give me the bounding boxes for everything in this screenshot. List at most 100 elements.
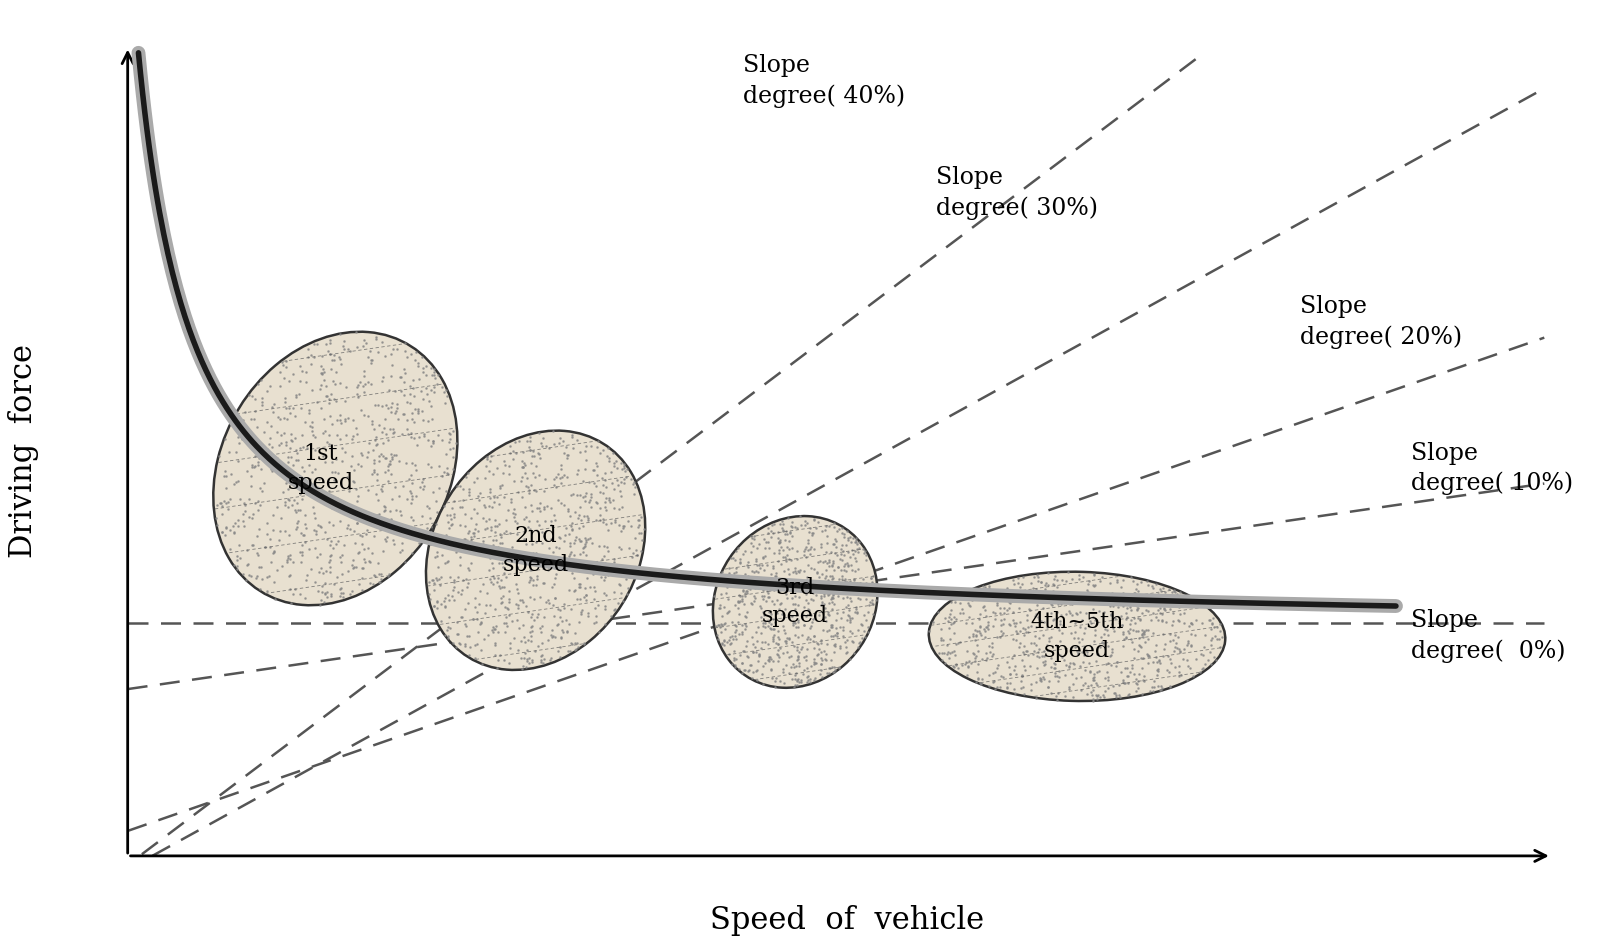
Point bbox=[522, 545, 548, 560]
Point bbox=[396, 471, 421, 486]
Point bbox=[387, 370, 413, 385]
Point bbox=[562, 635, 588, 650]
Point bbox=[1052, 667, 1078, 682]
Point bbox=[720, 656, 746, 671]
Point bbox=[799, 526, 825, 541]
Point bbox=[1012, 663, 1037, 678]
Point bbox=[488, 591, 514, 606]
Point bbox=[973, 602, 999, 617]
Point bbox=[799, 526, 825, 541]
Point bbox=[733, 663, 759, 678]
Point bbox=[1094, 670, 1120, 685]
Point bbox=[823, 629, 849, 644]
Point bbox=[815, 666, 841, 681]
Point bbox=[1094, 665, 1120, 680]
Point bbox=[520, 546, 546, 561]
Point bbox=[480, 490, 506, 505]
Point bbox=[1144, 612, 1170, 628]
Point bbox=[256, 569, 282, 584]
Point bbox=[567, 576, 593, 592]
Point bbox=[1039, 650, 1065, 666]
Point bbox=[561, 487, 587, 502]
Point bbox=[566, 520, 592, 535]
Point bbox=[308, 359, 334, 374]
Point bbox=[1141, 625, 1167, 640]
Point bbox=[545, 644, 571, 659]
Point bbox=[786, 614, 812, 630]
Point bbox=[817, 595, 843, 611]
Point bbox=[441, 450, 467, 465]
Point bbox=[477, 481, 503, 496]
Point bbox=[546, 471, 572, 486]
Point bbox=[1031, 657, 1057, 672]
Point bbox=[614, 587, 640, 602]
Point bbox=[770, 646, 796, 661]
Point bbox=[503, 434, 528, 449]
Point bbox=[781, 680, 807, 695]
Point bbox=[999, 583, 1024, 598]
Point bbox=[459, 511, 485, 526]
Point bbox=[809, 635, 835, 650]
Point bbox=[363, 437, 389, 453]
Point bbox=[1114, 600, 1140, 615]
Point bbox=[556, 582, 582, 597]
Point bbox=[997, 675, 1023, 690]
Point bbox=[1080, 693, 1106, 708]
Point bbox=[470, 576, 496, 592]
Point bbox=[261, 396, 287, 411]
Point bbox=[527, 503, 553, 518]
Point bbox=[935, 610, 961, 625]
Point bbox=[546, 540, 572, 555]
Point bbox=[525, 425, 551, 440]
Point bbox=[499, 613, 525, 629]
Point bbox=[775, 591, 801, 606]
Point bbox=[381, 424, 407, 439]
Point bbox=[571, 540, 597, 555]
Point bbox=[361, 567, 387, 582]
Point bbox=[776, 534, 802, 549]
Point bbox=[224, 552, 250, 567]
Point bbox=[1104, 574, 1130, 590]
Point bbox=[608, 488, 634, 503]
Point bbox=[242, 459, 267, 475]
Point bbox=[820, 536, 846, 552]
Point bbox=[827, 638, 853, 653]
Point bbox=[327, 582, 353, 597]
Point bbox=[712, 617, 738, 632]
Point bbox=[1008, 673, 1034, 689]
Point bbox=[814, 577, 840, 592]
Point bbox=[378, 504, 404, 519]
Point bbox=[1076, 655, 1102, 670]
Point bbox=[391, 388, 417, 403]
Point bbox=[1167, 642, 1193, 657]
Point bbox=[1162, 584, 1188, 599]
Point bbox=[1144, 679, 1170, 694]
Point bbox=[331, 585, 357, 600]
Point bbox=[462, 650, 488, 665]
Point bbox=[558, 535, 584, 551]
Point bbox=[812, 553, 838, 569]
Point bbox=[759, 566, 785, 581]
Point bbox=[472, 631, 498, 647]
Point bbox=[820, 557, 846, 573]
Point bbox=[997, 666, 1023, 681]
Point bbox=[456, 648, 481, 663]
Point bbox=[224, 421, 250, 437]
Point bbox=[723, 560, 749, 575]
Point bbox=[780, 616, 806, 631]
Point bbox=[994, 680, 1020, 695]
Point bbox=[561, 547, 587, 562]
Point bbox=[963, 653, 989, 669]
Point bbox=[355, 450, 381, 465]
Point bbox=[851, 624, 877, 639]
Point bbox=[434, 622, 460, 637]
Point bbox=[540, 423, 566, 438]
Point bbox=[729, 589, 755, 604]
Point bbox=[537, 595, 562, 611]
Point bbox=[840, 611, 866, 626]
Point bbox=[963, 623, 989, 638]
Point bbox=[807, 539, 833, 554]
Point bbox=[1028, 672, 1054, 688]
Point bbox=[1146, 605, 1172, 620]
Point bbox=[561, 553, 587, 568]
